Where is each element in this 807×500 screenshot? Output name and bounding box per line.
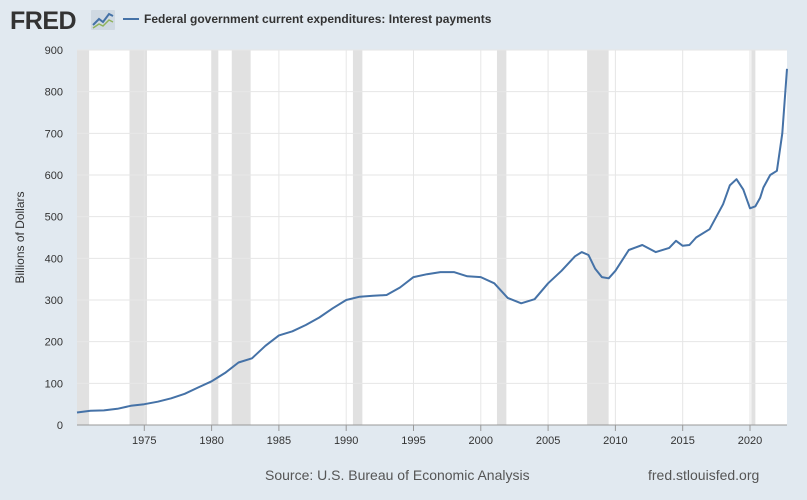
y-tick-label: 600 <box>45 170 63 182</box>
y-axis-label: Billions of Dollars <box>13 191 27 283</box>
y-tick-label: 0 <box>57 420 63 432</box>
recession-band <box>211 50 219 425</box>
series-line <box>76 68 788 414</box>
chart-line-icon <box>91 10 115 30</box>
y-tick-label: 500 <box>45 212 63 224</box>
x-tick-label: 1975 <box>132 435 156 447</box>
recession-band <box>77 50 90 425</box>
chart-legend: Federal government current expenditures:… <box>123 12 491 26</box>
x-tick-label: 2020 <box>738 435 762 447</box>
x-tick-label: 1995 <box>401 435 425 447</box>
legend-swatch <box>123 18 139 20</box>
recession-band <box>129 50 147 425</box>
y-tick-label: 800 <box>45 87 63 99</box>
y-tick-label: 400 <box>45 253 63 265</box>
x-tick-label: 2015 <box>670 435 694 447</box>
legend-label: Federal government current expenditures:… <box>144 12 492 26</box>
recession-band <box>751 50 756 425</box>
fred-logo[interactable]: FRED <box>10 7 77 35</box>
y-tick-label: 700 <box>45 128 63 140</box>
x-tick-label: 1985 <box>267 435 291 447</box>
recession-band <box>352 50 363 425</box>
recession-band <box>231 50 251 425</box>
y-tick-label: 200 <box>45 337 63 349</box>
source-note: Source: U.S. Bureau of Economic Analysis <box>265 467 530 483</box>
plot-area <box>77 50 787 425</box>
x-tick-label: 1980 <box>199 435 223 447</box>
fred-credit-link[interactable]: fred.stlouisfed.org <box>648 467 760 483</box>
x-tick-label: 2000 <box>469 435 493 447</box>
x-tick-label: 2010 <box>603 435 627 447</box>
x-tick-label: 2005 <box>536 435 560 447</box>
x-tick-label: 1990 <box>334 435 358 447</box>
y-tick-label: 100 <box>45 378 63 390</box>
y-tick-label: 900 <box>45 45 63 57</box>
recession-band <box>587 50 609 425</box>
recession-band <box>496 50 507 425</box>
y-tick-label: 300 <box>45 295 63 307</box>
